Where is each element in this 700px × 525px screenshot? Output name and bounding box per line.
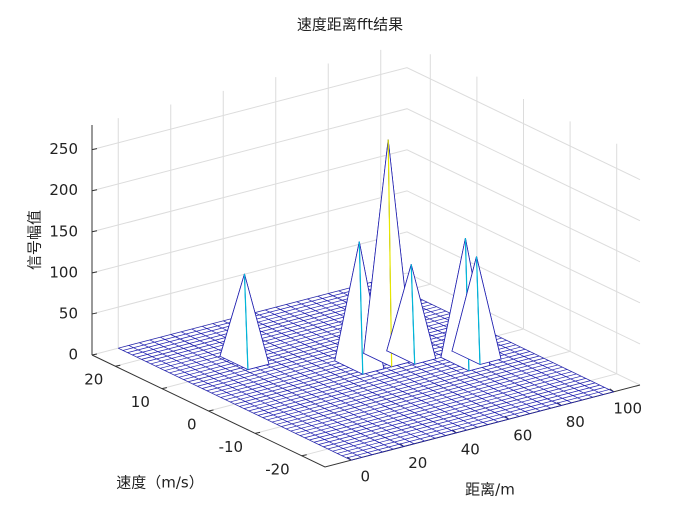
y-tick [161,387,167,390]
mesh-line [290,362,554,432]
mesh-line [281,357,544,427]
x-tick-label: 40 [461,440,480,458]
mesh-line [170,334,404,447]
mesh-line [327,380,591,450]
x-axis-label: 距离/m [465,481,515,499]
x-tick-label: 80 [566,413,585,431]
z-tick-label: 50 [59,304,78,322]
peak-edge [475,256,481,365]
x-tick-label: 20 [408,454,427,472]
chart-title: 速度距离fft结果 [297,16,403,34]
z-tick-label: 100 [49,263,78,281]
z-tick-label: 0 [68,346,78,364]
z-tick [91,148,98,151]
x-tick-label: 60 [513,427,532,445]
y-tick-label: 20 [84,371,103,389]
grid-line [91,149,641,263]
z-tick-label: 250 [49,140,78,158]
mesh-line [295,364,558,434]
mesh-line [127,283,391,353]
mesh-line [160,336,394,450]
y-tick-label: 10 [131,393,150,411]
x-tick-label: 100 [613,399,642,417]
grid-line [91,67,641,181]
mesh-line [139,342,373,456]
x-tick-label: 0 [360,468,370,486]
mesh-line [276,355,540,425]
peak [386,264,437,365]
y-tick-label: -10 [219,438,244,456]
peak [334,241,385,375]
mesh-line [346,389,610,459]
y-tick [208,409,214,412]
peak [451,256,502,366]
y-tick [255,431,261,434]
mesh-line [323,378,586,448]
z-axis-label: 信号幅值 [26,210,44,270]
mesh-line [341,387,605,457]
peak [219,273,270,371]
mesh-line [309,371,572,441]
mesh-line [181,331,415,445]
mesh-line [304,369,568,439]
y-axis-label: 速度（m/s） [116,474,203,492]
peak-edge [387,139,393,367]
grid-line [91,108,641,222]
mesh-line [285,360,549,430]
z-tick [91,189,98,192]
z-tick [91,353,98,356]
mesh-line [271,353,535,423]
mesh-line [149,339,383,453]
peak-edge [358,241,364,375]
z-tick [91,312,98,315]
mesh-line [318,375,582,445]
y-tick-label: -20 [265,460,290,478]
peak-edge [243,273,249,370]
mesh-line [128,345,362,458]
z-tick-label: 200 [49,181,78,199]
grid-line [91,190,641,304]
mesh-line [118,347,352,461]
z-tick [91,271,98,274]
y-tick [301,454,307,457]
mesh-line [332,382,596,452]
mesh-line [233,317,467,431]
mesh-line [313,373,577,443]
mesh-line [337,384,600,454]
z-tick-label: 150 [49,222,78,240]
z-tick [91,230,98,233]
mesh-line [351,391,614,461]
mesh-line [299,366,563,436]
peak-edge [410,264,416,365]
y-tick [115,364,121,367]
y-tick-label: 0 [187,416,197,434]
grid-line [91,231,641,345]
